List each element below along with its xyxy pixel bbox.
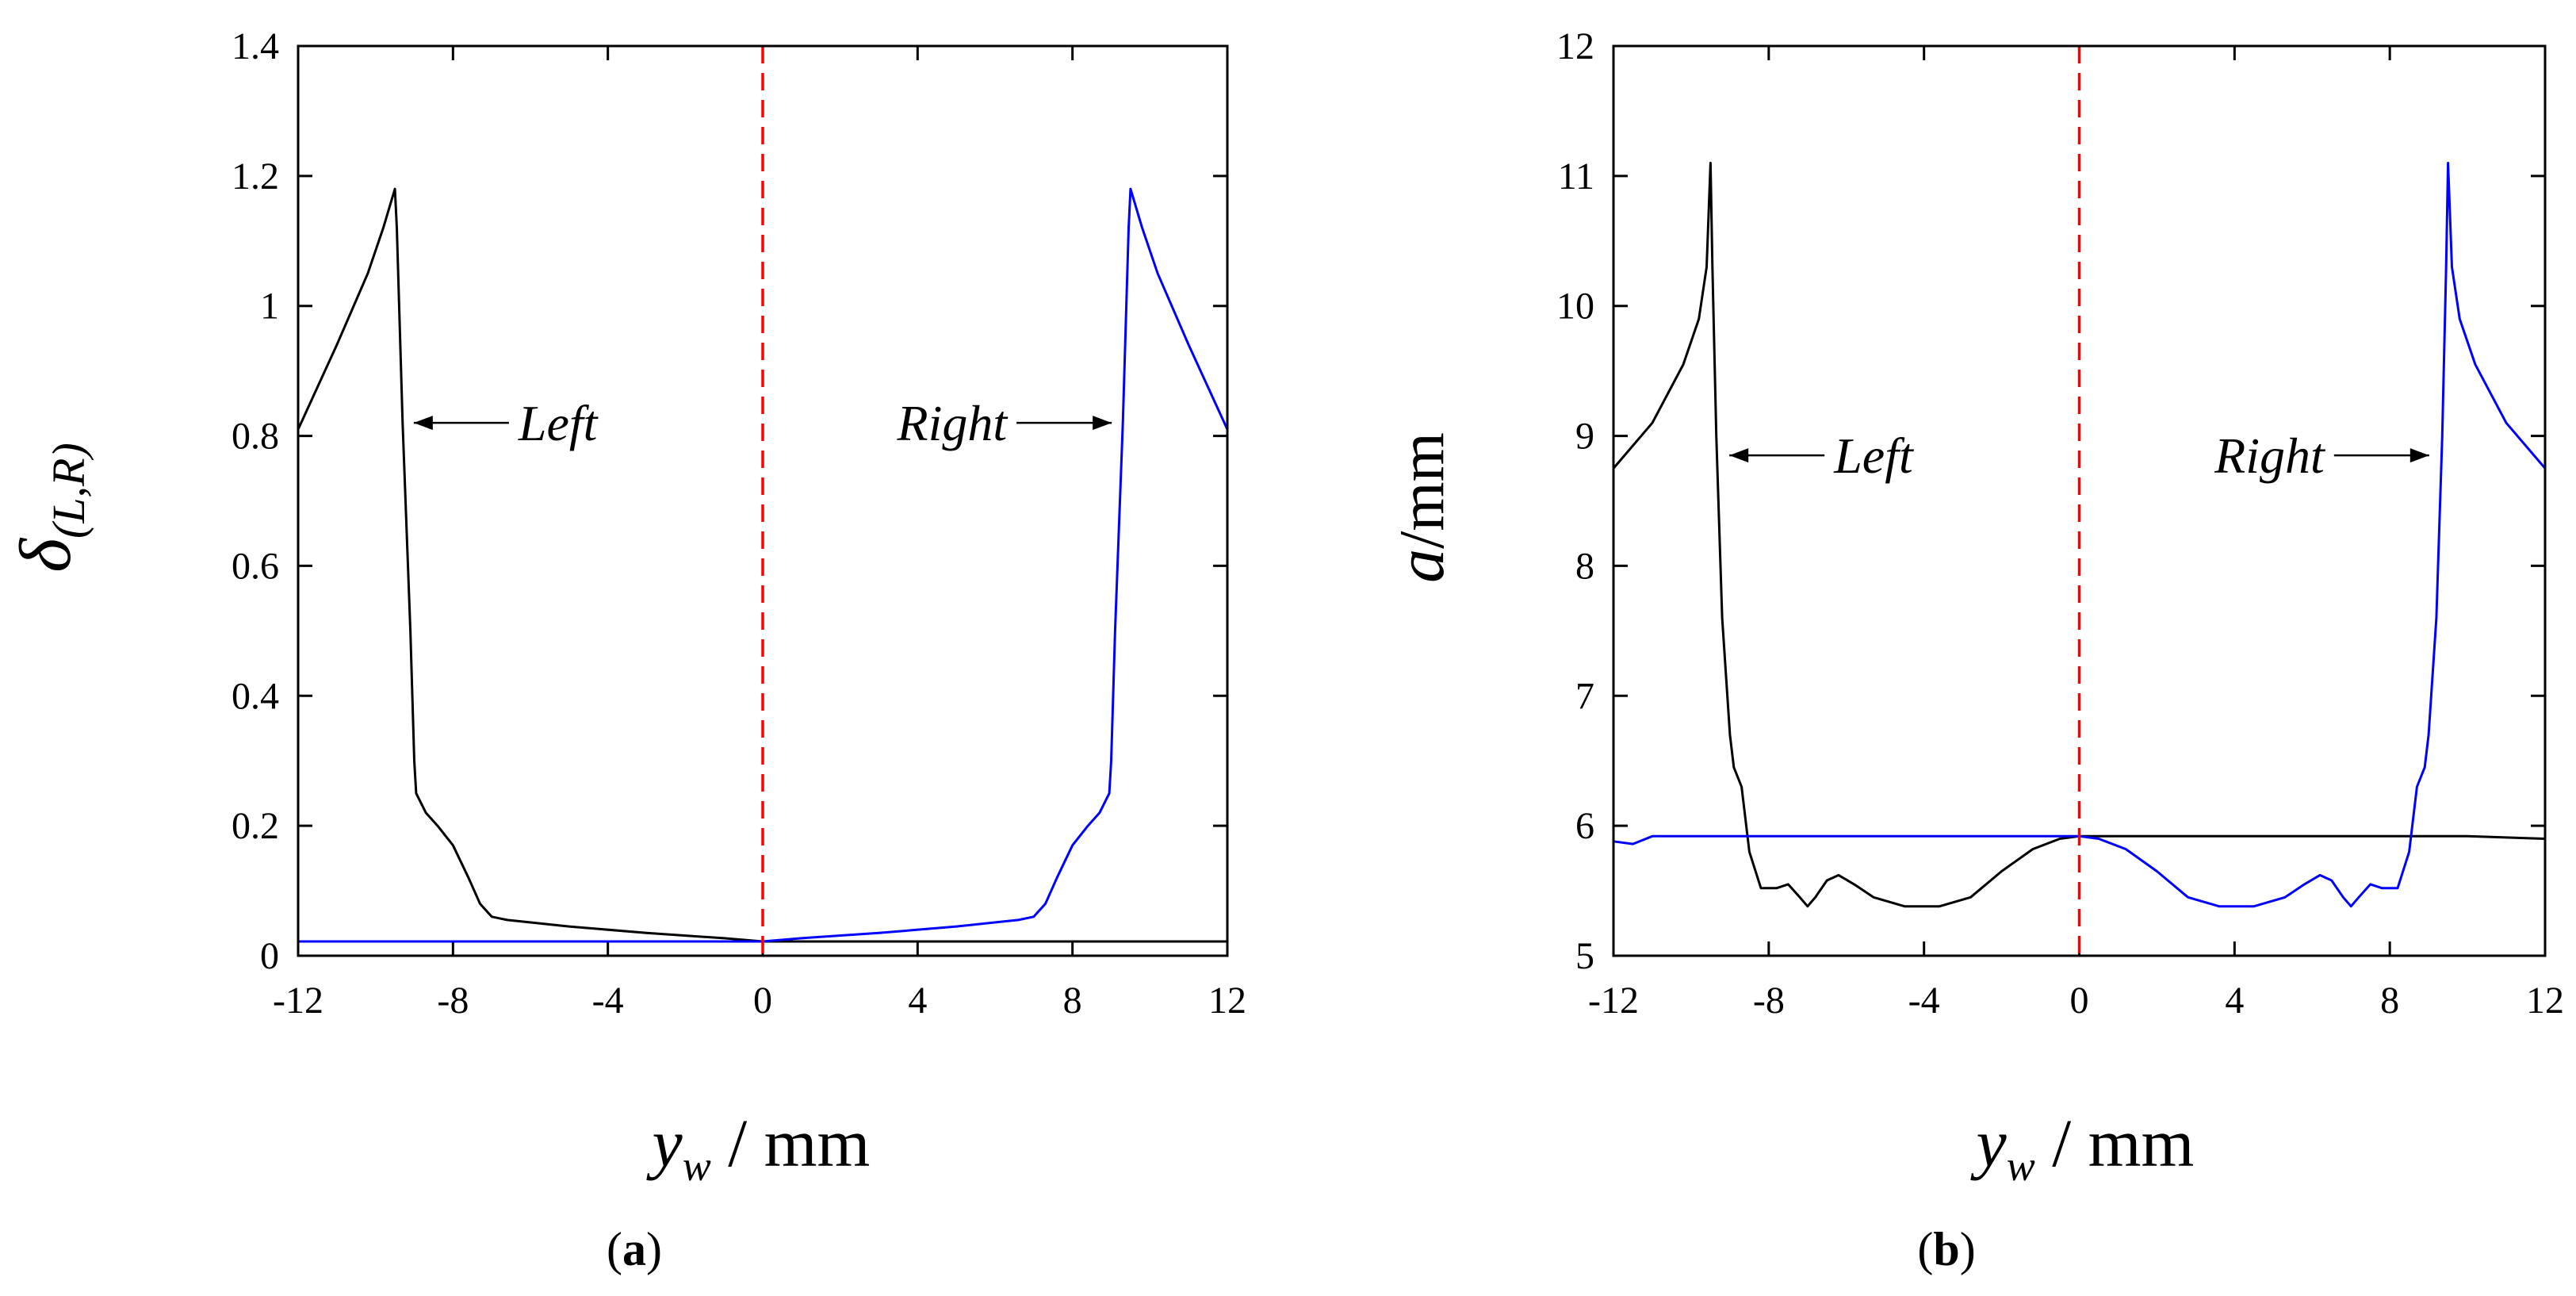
panel-b-x-tick-label: -8 [1753,980,1785,1022]
panel-b-series-lines [1612,162,2547,908]
panel-a-y-ticks: 0 0.2 0.4 0.6 0.8 1 1.2 1.4 [232,25,1227,977]
panel-a-series-lines [297,187,1229,943]
panel-a-y-tick-label: 0.6 [232,545,279,587]
panel-b-x-tick-label: -4 [1908,980,1940,1022]
panel-a-x-tick-label: 0 [753,980,772,1022]
panel-a-plot-frame [297,44,1229,957]
panel-b-annotation-right: Right [2214,428,2326,484]
panel-b-y-tick-label: 5 [1575,935,1594,977]
panel-a-annotation-right: Right [896,395,1009,451]
panel-b-annotation-left: Left [1833,428,1915,484]
panel-a-chart: 0 0.2 0.4 0.6 0.8 1 1.2 1.4 -12 -8 -4 0 4 8 12 Left Ri… [5,25,1246,1275]
panel-a-y-tick-label: 0 [260,935,279,977]
panel-b-y-tick-label: 7 [1575,675,1594,717]
panel-a-y-tick-label: 1.4 [232,25,279,67]
panel-a-x-tick-label: -4 [592,980,624,1022]
panel-b-x-tick-label: 0 [2070,980,2089,1022]
panel-a-x-ticks: -12 -8 -4 0 4 8 12 [273,46,1246,1022]
panel-b-x-tick-label: 8 [2380,980,2399,1022]
panel-a-annotations: Left Right [413,395,1112,451]
panel-a-x-tick-label: 12 [1208,980,1246,1022]
panel-b-y-tick-label: 8 [1575,545,1594,587]
panel-b-y-tick-label: 9 [1575,416,1594,458]
panel-a-y-tick-label: 0.2 [232,805,279,847]
panel-b-annotations: Left Right [1729,428,2429,484]
panel-b-x-tick-label: -12 [1588,980,1639,1022]
panel-b-panel-label: (b) [1917,1223,1975,1275]
panel-a-x-label: yw / mm [646,1105,871,1190]
panel-b-series-left-line [1612,162,2546,908]
panel-a-annotation-left: Left [518,395,599,451]
panel-b-x-label: yw / mm [1970,1105,2195,1190]
panel-b-y-tick-label: 6 [1575,805,1594,847]
panel-a-x-tick-label: -12 [273,980,323,1022]
panel-a-annotation-arrow-head [413,416,433,431]
panel-b-y-label: a/mm [1382,432,1458,583]
panel-a-y-tick-label: 1 [260,286,279,328]
panel-a-y-tick-label: 0.4 [232,675,279,717]
panel-a-y-tick-label: 0.8 [232,416,279,458]
panel-b-y-tick-label: 12 [1556,25,1594,67]
panel-b-x-tick-label: 12 [2526,980,2564,1022]
panel-a-panel-label: (a) [607,1223,662,1275]
panel-a-x-tick-label: 4 [908,980,927,1022]
panel-a-annotation-arrow-head [1093,416,1112,431]
panel-b-x-ticks: -12 -8 -4 0 4 8 12 [1588,46,2564,1022]
panel-a-x-tick-label: 8 [1063,980,1082,1022]
panel-b-x-tick-label: 4 [2225,980,2244,1022]
panel-a-x-tick-label: -8 [437,980,469,1022]
panel-b-plot-frame [1612,44,2547,957]
panel-b-annotation-arrow-head [2409,448,2429,463]
panel-a-series-left-line [297,187,1227,943]
panel-b-series-right-line [1613,162,2547,908]
panel-a-y-label: δ(L,R) [5,443,94,573]
panel-b-annotation-arrow-head [1729,448,1749,463]
panel-b-y-tick-label: 10 [1556,286,1594,328]
panel-a-series-right-line [298,187,1229,943]
panel-b-y-tick-label: 11 [1558,155,1594,197]
panel-a-y-tick-label: 1.2 [232,155,279,197]
panel-b-y-ticks: 5 6 7 8 9 10 11 12 [1556,25,2545,977]
